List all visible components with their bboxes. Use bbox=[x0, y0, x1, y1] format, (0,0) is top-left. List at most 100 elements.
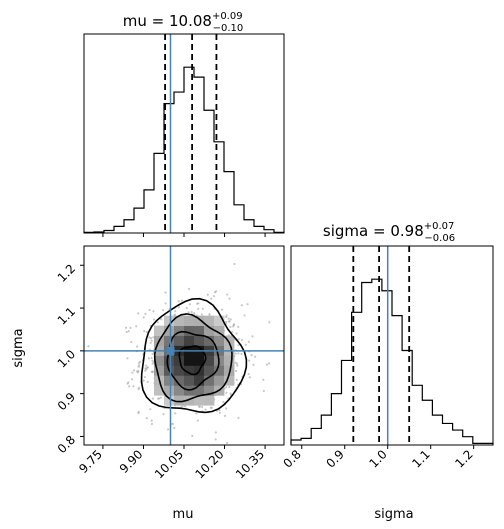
sigma-histogram-panel: 0.8 0.9 1.0 1.1 1.2 bbox=[280, 245, 494, 471]
sigma-title-minus: −0.06 bbox=[424, 233, 455, 244]
scatter-point bbox=[159, 396, 163, 399]
scatter-point bbox=[187, 287, 191, 290]
scatter-point bbox=[229, 318, 232, 321]
scatter-point bbox=[129, 326, 132, 329]
sigma-title-value: 0.98 bbox=[390, 222, 423, 240]
scatter-point bbox=[227, 317, 230, 320]
scatter-point bbox=[161, 309, 165, 312]
density-cell bbox=[224, 335, 235, 346]
density-cell bbox=[194, 325, 205, 336]
scatter-point bbox=[162, 413, 165, 416]
scatter-point bbox=[152, 336, 155, 339]
scatter-point bbox=[174, 310, 177, 313]
scatter-point bbox=[135, 325, 138, 328]
contour-level-2 bbox=[153, 313, 233, 403]
scatter-point bbox=[233, 262, 236, 266]
scatter-point bbox=[244, 343, 247, 346]
scatter-point bbox=[226, 293, 229, 296]
density-cell bbox=[164, 315, 175, 326]
mu-title-plus: +0.09 bbox=[212, 11, 243, 22]
density-cell bbox=[184, 395, 195, 406]
scatter-point bbox=[190, 310, 193, 314]
scatter-point bbox=[137, 388, 140, 391]
density-cell bbox=[174, 325, 185, 336]
density-cell bbox=[174, 355, 185, 366]
density-cell bbox=[184, 355, 195, 366]
scatter-point bbox=[145, 330, 148, 334]
scatter-point bbox=[262, 378, 265, 381]
mu-hist-series bbox=[83, 66, 285, 233]
scatter-point bbox=[231, 330, 234, 333]
mu-title-prefix: mu = bbox=[123, 12, 169, 30]
density-cell bbox=[174, 395, 185, 406]
density-cell bbox=[194, 385, 205, 396]
density-cell bbox=[204, 375, 215, 386]
density-cell bbox=[154, 385, 165, 396]
scatter-point bbox=[196, 419, 199, 422]
contour-level-3 bbox=[140, 297, 248, 414]
density-cell bbox=[164, 325, 175, 336]
density-cell bbox=[184, 335, 195, 346]
scatter-point bbox=[180, 299, 184, 302]
scatter-point bbox=[144, 364, 148, 367]
scatter-point bbox=[128, 385, 131, 388]
scatter-point bbox=[251, 335, 254, 338]
density-cell bbox=[224, 365, 235, 376]
y-axis-label-sigma: sigma bbox=[11, 328, 26, 367]
scatter-point bbox=[226, 441, 229, 445]
scatter-point bbox=[218, 409, 221, 412]
density-cell bbox=[194, 315, 205, 326]
scatter-point bbox=[225, 407, 228, 410]
scatter-point bbox=[214, 431, 217, 434]
joint-y-tick-label-1: 0.9 bbox=[55, 390, 78, 413]
scatter-point bbox=[268, 362, 271, 365]
sigma-title-prefix: sigma = bbox=[323, 222, 390, 240]
scatter-point bbox=[145, 417, 148, 420]
sigma-hist-series bbox=[290, 278, 494, 445]
scatter-point bbox=[206, 293, 209, 296]
scatter-point bbox=[210, 406, 213, 409]
scatter-point bbox=[225, 391, 228, 394]
scatter-point bbox=[240, 352, 243, 356]
density-cell bbox=[174, 385, 185, 396]
scatter-point bbox=[137, 365, 140, 368]
density-cell bbox=[194, 355, 205, 366]
scatter-point bbox=[204, 408, 207, 411]
scatter-point bbox=[252, 363, 255, 366]
density-cell bbox=[214, 375, 225, 386]
scatter-point bbox=[150, 419, 153, 422]
scatter-point bbox=[135, 345, 139, 348]
density-cell bbox=[154, 325, 165, 336]
scatter-point bbox=[150, 339, 153, 342]
scatter-point bbox=[235, 378, 238, 381]
scatter-point bbox=[196, 302, 199, 305]
joint-x-tick-label-3: 10.20 bbox=[192, 447, 226, 481]
scatter-point bbox=[237, 416, 240, 419]
scatter-point bbox=[240, 338, 244, 342]
scatter-point bbox=[166, 428, 170, 431]
density-cell bbox=[204, 355, 215, 366]
scatter-point bbox=[215, 290, 218, 293]
mu-title-value: 10.08 bbox=[169, 12, 212, 30]
scatter-point bbox=[218, 411, 222, 414]
scatter-point bbox=[132, 385, 135, 388]
scatter-point bbox=[262, 389, 265, 393]
mu-sigma-joint-panel: 9.75 9.90 10.05 10.20 10.35 0.8 0.9 1.0 1.1 1.2 bbox=[55, 245, 285, 481]
scatter-point bbox=[228, 320, 231, 323]
scatter-point bbox=[177, 300, 180, 303]
scatter-point bbox=[137, 312, 140, 315]
scatter-point bbox=[223, 414, 227, 417]
scatter-point bbox=[174, 412, 177, 415]
scatter-point bbox=[138, 360, 142, 363]
scatter-point bbox=[246, 303, 249, 306]
joint-x-tick-label-1: 9.90 bbox=[117, 447, 146, 476]
density-cell bbox=[184, 365, 195, 376]
mu-hist-title: mu = 10.08+0.09 −0.10 bbox=[123, 11, 244, 34]
joint-x-tick-label-0: 9.75 bbox=[76, 447, 105, 476]
scatter-point bbox=[149, 337, 153, 340]
scatter-point bbox=[222, 400, 225, 404]
density-cell bbox=[194, 395, 205, 406]
scatter-point bbox=[235, 369, 238, 373]
scatter-point bbox=[132, 369, 136, 372]
